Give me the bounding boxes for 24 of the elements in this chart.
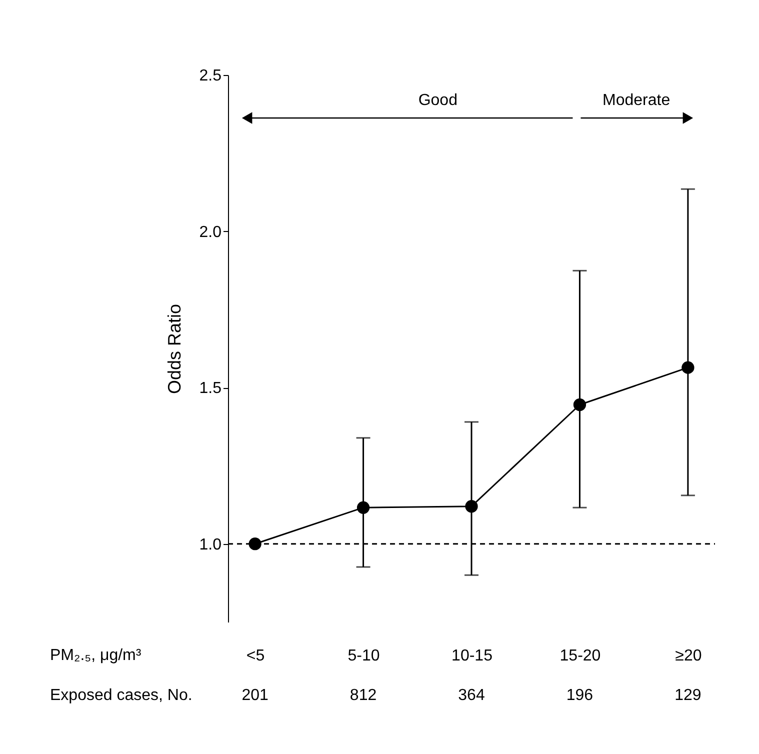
point <box>356 501 370 514</box>
x-tick-label: 15-20 <box>560 648 601 664</box>
y-tick-label: 1.5 <box>199 380 222 398</box>
x-tick-label: <5 <box>246 648 265 664</box>
y-tick-label: 1.0 <box>199 536 222 554</box>
text: 812 <box>350 687 377 704</box>
point <box>465 500 478 513</box>
text: 129 <box>674 687 702 704</box>
x-axis-title: PM₂.₅, μg/m³ <box>50 647 142 664</box>
text: 364 <box>458 687 485 704</box>
x-tick-label: 10-15 <box>452 648 493 664</box>
x-tick-label: ≥20 <box>675 648 702 664</box>
text: 201 <box>242 687 268 704</box>
point <box>573 398 586 412</box>
text: Exposed cases, No. <box>50 687 192 704</box>
point <box>248 538 262 550</box>
y-axis-title: Odds Ratio <box>164 304 184 394</box>
x-tick-label: 5-10 <box>348 648 380 664</box>
annotation: Good <box>418 92 458 109</box>
text: 196 <box>566 687 594 704</box>
annotation: Moderate <box>602 92 670 109</box>
y-tick-label: 2.0 <box>199 224 222 241</box>
point <box>682 361 694 374</box>
y-tick-label: 2.5 <box>199 68 222 84</box>
